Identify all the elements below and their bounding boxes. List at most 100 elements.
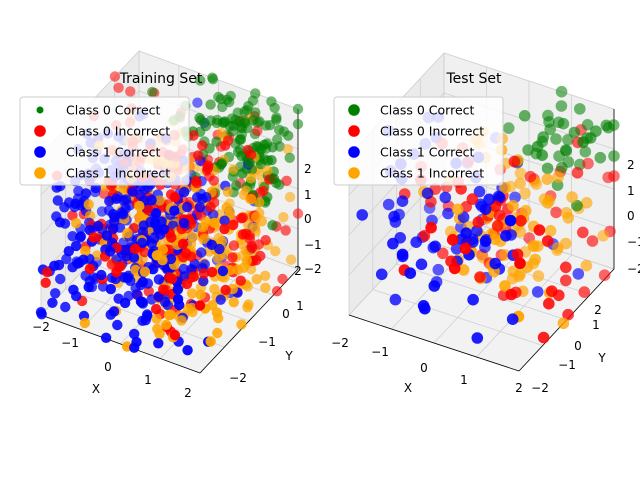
data-point [35, 307, 47, 318]
data-point [236, 213, 247, 224]
data-point [571, 167, 584, 179]
axis-lines [40, 109, 299, 374]
y-tick-label: 0 [574, 339, 582, 353]
data-point [577, 226, 589, 239]
data-point [518, 110, 531, 122]
data-point [425, 221, 437, 234]
data-point [227, 252, 238, 263]
legend-marker [34, 125, 46, 137]
data-point [254, 197, 265, 208]
legend-marker [34, 146, 46, 158]
data-point [138, 220, 149, 231]
data-point [541, 235, 554, 247]
data-point [208, 175, 219, 186]
data-point [129, 342, 140, 353]
data-point [139, 247, 150, 258]
data-point [600, 119, 613, 132]
data-point [198, 268, 210, 279]
data-point [166, 232, 177, 243]
data-point [273, 124, 285, 135]
data-point [228, 297, 239, 308]
data-point [153, 274, 165, 285]
data-point [209, 217, 220, 228]
y-tick-label: −2 [531, 381, 549, 395]
z-tick-label: 0 [304, 212, 312, 226]
legend-label: Class 1 Incorrect [380, 166, 484, 181]
data-point [242, 302, 253, 313]
data-point [459, 242, 472, 255]
data-point [560, 261, 572, 274]
data-point [507, 199, 519, 212]
data-point [450, 243, 463, 255]
data-point [594, 151, 607, 164]
data-point [555, 85, 568, 98]
legend-box [333, 96, 504, 186]
data-point [280, 225, 291, 236]
data-point [541, 162, 554, 175]
data-point [169, 205, 180, 216]
x-tick-label: 1 [144, 373, 152, 387]
data-point [448, 262, 461, 275]
data-point [581, 119, 594, 131]
data-point [270, 245, 281, 257]
legend-label: Class 1 Incorrect [66, 166, 170, 181]
data-point [560, 274, 572, 287]
data-point [550, 206, 562, 219]
data-point [292, 208, 304, 219]
data-point [83, 199, 94, 210]
data-point [507, 265, 520, 278]
z-tick-label: −1 [304, 238, 322, 252]
data-point [446, 234, 459, 246]
data-point [143, 204, 154, 216]
data-point [182, 345, 193, 356]
legend-label: Class 0 Incorrect [380, 124, 484, 139]
data-point [206, 239, 217, 250]
data-point [437, 247, 449, 260]
data-point [224, 96, 235, 108]
data-point [98, 188, 110, 199]
data-point [483, 193, 496, 206]
y-tick-label: −1 [258, 335, 276, 349]
x-tick-label: 2 [515, 381, 523, 395]
data-point [245, 149, 257, 161]
data-point [580, 259, 593, 272]
data-point [165, 253, 177, 265]
data-point [100, 332, 112, 343]
data-point [70, 198, 81, 209]
data-point [533, 224, 546, 236]
data-point [79, 317, 91, 329]
data-point [471, 332, 484, 344]
data-point [474, 271, 486, 283]
data-point [151, 208, 162, 219]
data-point [176, 315, 187, 326]
data-point [245, 173, 256, 184]
data-point [491, 220, 504, 232]
data-point [201, 192, 212, 203]
data-point [206, 266, 218, 278]
data-point [53, 259, 65, 271]
data-point [125, 86, 136, 97]
data-point [216, 127, 227, 139]
y-tick-label: 0 [282, 307, 290, 321]
data-point [560, 237, 572, 250]
data-point [68, 284, 79, 295]
data-point [190, 176, 202, 187]
data-point [541, 173, 554, 185]
data-point [212, 327, 223, 339]
data-point [214, 243, 225, 255]
data-point [472, 216, 485, 228]
data-point [196, 247, 207, 258]
data-point [248, 115, 259, 126]
data-point [186, 288, 198, 299]
data-point [187, 231, 198, 242]
data-point [228, 164, 239, 175]
data-point [505, 288, 518, 301]
data-point [134, 200, 145, 212]
legend-marker [34, 167, 46, 179]
data-point [404, 267, 417, 280]
data-point [555, 100, 568, 112]
data-point [180, 248, 192, 259]
data-point [220, 140, 231, 151]
